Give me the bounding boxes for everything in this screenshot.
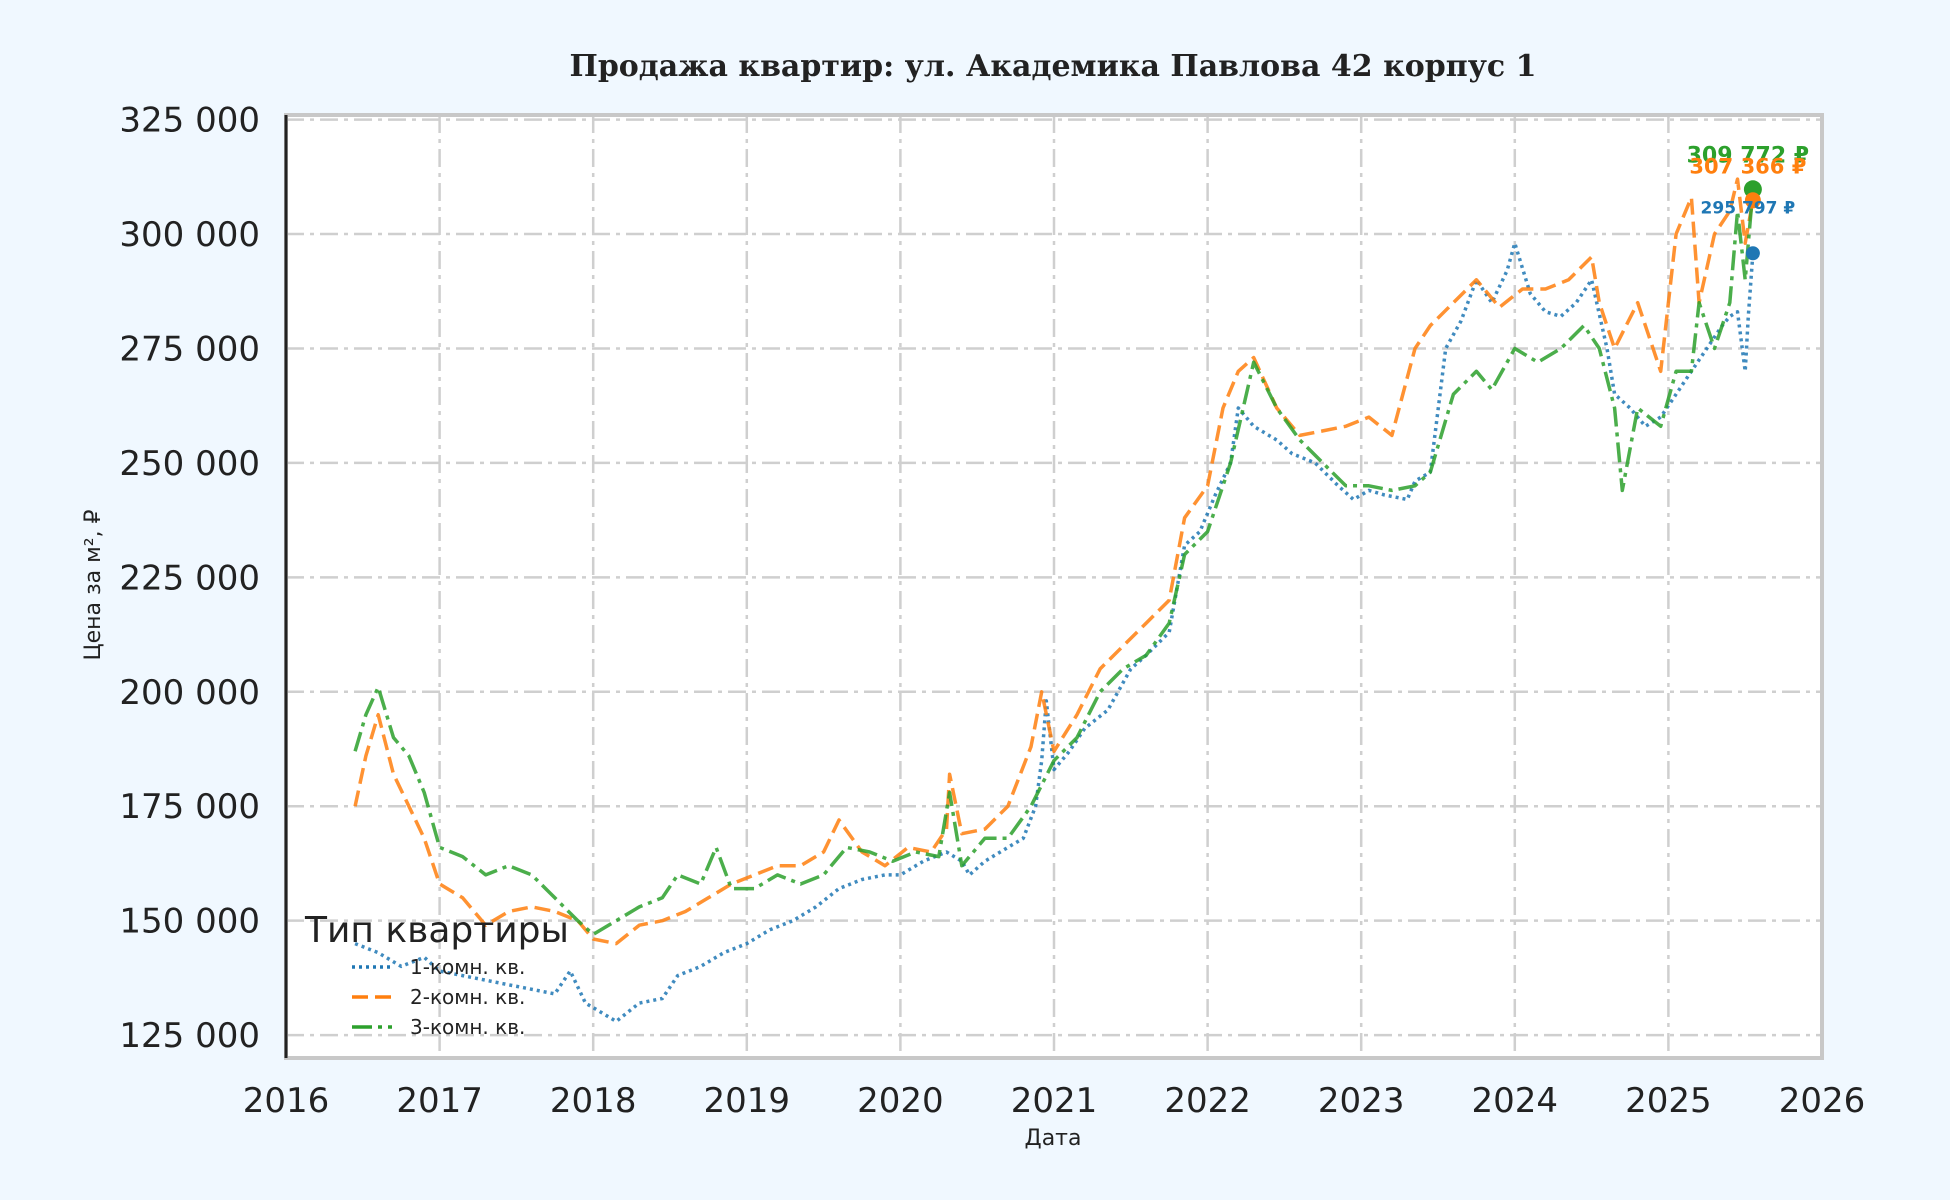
end-value-label: 307 366 ₽ <box>1689 154 1806 178</box>
x-tick-label: 2025 <box>1625 1081 1712 1121</box>
x-axis-label: Дата <box>1025 1126 1082 1151</box>
series-lines <box>353 177 1755 1024</box>
y-tick-label: 125 000 <box>119 1016 260 1056</box>
x-tick-label: 2023 <box>1318 1081 1405 1121</box>
end-value-label: 295 797 ₽ <box>1701 198 1796 218</box>
end-labels: 309 772 ₽307 366 ₽ 295 797 ₽ <box>1687 143 1809 261</box>
x-tick-label: 2019 <box>704 1081 791 1121</box>
end-value-label: 309 772 ₽ <box>1687 143 1809 168</box>
chart-title: Продажа квартир: ул. Академика Павлова 4… <box>569 49 1536 84</box>
y-tick-label: 225 000 <box>119 558 260 598</box>
y-tick-label: 250 000 <box>119 444 260 484</box>
y-tick-label: 175 000 <box>119 787 260 827</box>
x-tick-label: 2024 <box>1472 1081 1559 1121</box>
end-point-marker <box>1744 192 1761 209</box>
x-tick-label: 2017 <box>396 1081 483 1121</box>
y-tick-label: 325 000 <box>119 101 260 141</box>
legend-item-label: 3-комн. кв. <box>410 1015 525 1039</box>
y-tick-label: 300 000 <box>119 215 260 255</box>
end-point-marker <box>1745 246 1760 261</box>
y-tick-label: 275 000 <box>119 329 260 369</box>
legend-title: Тип квартиры <box>304 910 569 951</box>
x-tick-label: 2018 <box>550 1081 637 1121</box>
legend-item-label: 1-комн. кв. <box>410 955 525 979</box>
y-axis: 125 000 150 000 175 000 200 000 225 000 250 0… <box>119 101 260 1057</box>
legend-item-label: 2-комн. кв. <box>410 985 525 1009</box>
x-tick-label: 2022 <box>1164 1081 1251 1121</box>
x-axis: 2016 2017 2018 2019 2020 2021 2022 2023 2024 2025… <box>243 1081 1866 1121</box>
legend: Тип квартиры 1-комн. кв. 2-комн. кв. 3-ком… <box>304 910 569 1039</box>
x-tick-label: 2020 <box>857 1081 944 1121</box>
x-tick-label: 2026 <box>1779 1081 1866 1121</box>
x-tick-label: 2021 <box>1011 1081 1098 1121</box>
y-tick-label: 200 000 <box>119 673 260 713</box>
x-tick-label: 2016 <box>243 1081 330 1121</box>
series-line-3 <box>353 189 1755 937</box>
y-tick-label: 150 000 <box>119 902 260 942</box>
y-axis-label: Цена за м², ₽ <box>81 509 106 660</box>
